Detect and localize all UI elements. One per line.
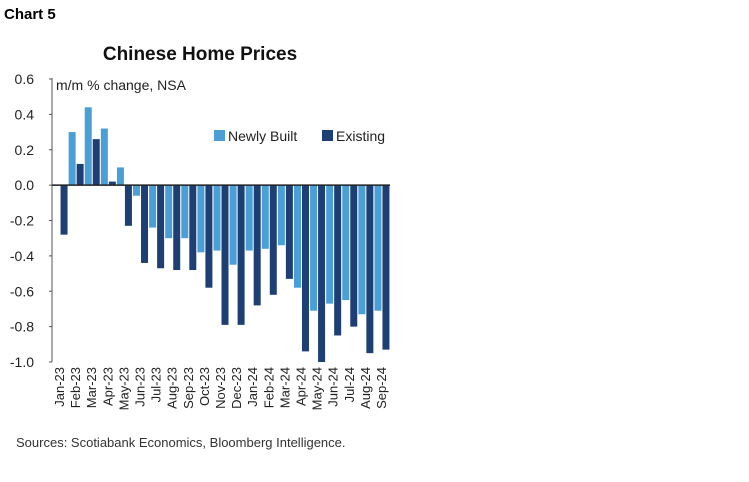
x-tick-label: Jul-24 bbox=[342, 367, 357, 402]
y-axis-label: m/m % change, NSA bbox=[56, 77, 187, 93]
bar-newly-built bbox=[165, 185, 173, 239]
bar-existing bbox=[124, 185, 132, 226]
bar-existing bbox=[108, 181, 116, 186]
bar-newly-built bbox=[100, 128, 108, 186]
x-tick-label: Feb-24 bbox=[261, 367, 276, 408]
source-note: Sources: Scotiabank Economics, Bloomberg… bbox=[16, 435, 346, 450]
y-tick-label: 0.0 bbox=[15, 177, 35, 193]
y-tick-label: 0.6 bbox=[15, 71, 35, 87]
x-tick-label: Jan-24 bbox=[245, 367, 260, 407]
y-ticks: 0.6 0.4 0.2 0.0 -0.2 -0.4 -0.6 -0.8 -1.0 bbox=[10, 71, 52, 370]
bar-existing bbox=[318, 185, 326, 362]
bar-existing bbox=[253, 185, 261, 306]
bar-newly-built bbox=[229, 185, 237, 265]
bar-existing bbox=[382, 185, 390, 350]
bar-newly-built bbox=[277, 185, 285, 246]
y-tick-label: 0.2 bbox=[15, 142, 35, 158]
chart-title: Chinese Home Prices bbox=[103, 44, 297, 65]
bar-newly-built bbox=[181, 185, 189, 239]
bar-newly-built bbox=[84, 107, 92, 186]
bar-newly-built bbox=[245, 185, 253, 251]
legend-swatch bbox=[214, 130, 225, 141]
bar-existing bbox=[221, 185, 229, 325]
bar-newly-built bbox=[374, 185, 382, 311]
y-tick-label: -1.0 bbox=[10, 354, 34, 370]
bar-existing bbox=[350, 185, 358, 327]
x-tick-label: Mar-23 bbox=[84, 367, 99, 408]
y-tick-label: -0.6 bbox=[10, 283, 34, 299]
bar-newly-built bbox=[358, 185, 366, 315]
legend-swatch bbox=[322, 130, 333, 141]
legend-label: Newly Built bbox=[228, 128, 297, 144]
bar-existing bbox=[285, 185, 293, 279]
x-tick-label: Apr-23 bbox=[100, 367, 115, 406]
x-tick-label: Jul-23 bbox=[149, 367, 164, 402]
bar-existing bbox=[269, 185, 277, 295]
y-tick-label: -0.8 bbox=[10, 319, 34, 335]
x-tick-label: Oct-23 bbox=[197, 367, 212, 406]
legend-label: Existing bbox=[336, 128, 385, 144]
x-tick-label: Apr-24 bbox=[293, 367, 308, 406]
x-tick-label: Jun-24 bbox=[326, 367, 341, 407]
x-tick-label: Feb-23 bbox=[68, 367, 83, 408]
y-tick-label: -0.2 bbox=[10, 213, 34, 229]
bars bbox=[52, 107, 390, 362]
bar-newly-built bbox=[310, 185, 318, 311]
chart-label: Chart 5 bbox=[4, 6, 56, 23]
legend: Newly Built Existing bbox=[214, 128, 385, 144]
x-tick-label: Mar-24 bbox=[277, 367, 292, 408]
x-tick-labels: Jan-23 Feb-23 Mar-23 Apr-23 May-23 Jun-23 Jul-… bbox=[52, 367, 389, 410]
bar-existing bbox=[92, 139, 100, 186]
bar-newly-built bbox=[116, 167, 124, 186]
bar-newly-built bbox=[68, 132, 76, 186]
bar-newly-built bbox=[149, 185, 157, 228]
bar-existing bbox=[334, 185, 342, 336]
bar-existing bbox=[60, 185, 68, 235]
x-tick-label: Jun-23 bbox=[133, 367, 148, 407]
bar-existing bbox=[301, 185, 309, 352]
y-tick-label: 0.4 bbox=[15, 106, 35, 122]
x-tick-label: Nov-23 bbox=[213, 367, 228, 409]
bar-existing bbox=[205, 185, 213, 288]
x-tick-label: Sep-23 bbox=[181, 367, 196, 409]
chart-plot: Chinese Home Prices m/m % change, NSA 0.… bbox=[10, 44, 390, 410]
bar-existing bbox=[76, 163, 84, 186]
bar-existing bbox=[141, 185, 149, 263]
y-tick-label: -0.4 bbox=[10, 248, 34, 264]
bar-existing bbox=[157, 185, 165, 269]
x-tick-label: May-23 bbox=[116, 367, 131, 410]
bar-existing bbox=[173, 185, 181, 271]
bar-newly-built bbox=[293, 185, 301, 288]
bar-existing bbox=[366, 185, 374, 354]
bar-newly-built bbox=[197, 185, 205, 253]
bar-existing bbox=[189, 185, 197, 271]
bar-newly-built bbox=[261, 185, 269, 249]
x-tick-label: Dec-23 bbox=[229, 367, 244, 409]
x-tick-label: Jan-23 bbox=[52, 367, 67, 407]
bar-newly-built bbox=[342, 185, 350, 301]
bar-newly-built bbox=[133, 185, 141, 196]
x-tick-label: May-24 bbox=[310, 367, 325, 410]
bar-newly-built bbox=[326, 185, 334, 304]
x-tick-label: Aug-23 bbox=[165, 367, 180, 409]
x-tick-label: Aug-24 bbox=[358, 367, 373, 409]
bar-newly-built bbox=[213, 185, 221, 251]
bar-existing bbox=[237, 185, 245, 325]
x-tick-label: Sep-24 bbox=[374, 367, 389, 409]
